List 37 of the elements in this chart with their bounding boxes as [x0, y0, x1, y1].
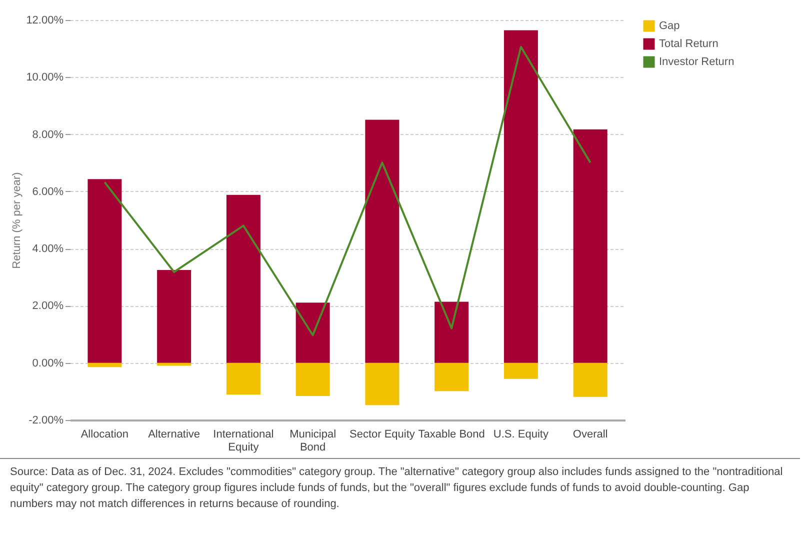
x-tick-label: International Equity — [213, 428, 274, 454]
y-tick-label: -2.00% — [28, 414, 64, 426]
bar — [88, 179, 122, 363]
bar — [157, 270, 192, 363]
bar — [226, 194, 260, 363]
bar — [573, 362, 608, 397]
legend-label: Total Return — [659, 38, 718, 50]
line-series — [104, 46, 592, 336]
bar — [573, 129, 608, 363]
bar — [365, 362, 400, 406]
x-tick-label: Municipal Bond — [290, 428, 336, 454]
bar — [296, 362, 330, 396]
y-axis-title: Return (% per year) — [11, 172, 24, 269]
bar — [504, 362, 538, 379]
y-tick-label: 12.00% — [26, 14, 64, 26]
bar — [296, 302, 330, 363]
y-tick-label: 0.00% — [32, 357, 64, 370]
x-tick-label: Allocation — [80, 428, 129, 440]
x-tick-label: Sector Equity — [349, 428, 416, 440]
bar — [434, 302, 469, 363]
x-tick-label: U.S. Equity — [493, 428, 549, 440]
x-tick-label: Taxable Bond — [418, 428, 485, 440]
legend-label: Gap — [659, 20, 680, 32]
bar — [504, 30, 538, 363]
x-tick-label: Overall — [572, 428, 608, 440]
bar — [226, 362, 260, 395]
y-tick-label: 2.00% — [32, 300, 64, 312]
y-tick-label: 4.00% — [32, 243, 64, 256]
bar — [88, 362, 122, 368]
legend-label: Investor Return — [659, 56, 734, 68]
source-note: Source: Data as of Dec. 31, 2024. Excludes "commodities" category group. The "alternative" category group also includes funds assigned to the "nontraditional equity" category group. The category group figures include funds of funds, but the "overall" figures exclude funds of funds to avoid double-counting. Gap numbers may not match differences in returns because of rounding. — [0, 458, 800, 519]
bar — [365, 120, 400, 363]
y-tick-label: 6.00% — [32, 186, 64, 198]
x-tick-label: Alternative — [148, 428, 200, 440]
bar — [434, 362, 469, 392]
y-tick-label: 10.00% — [26, 72, 64, 84]
y-tick-label: 8.00% — [32, 128, 64, 141]
